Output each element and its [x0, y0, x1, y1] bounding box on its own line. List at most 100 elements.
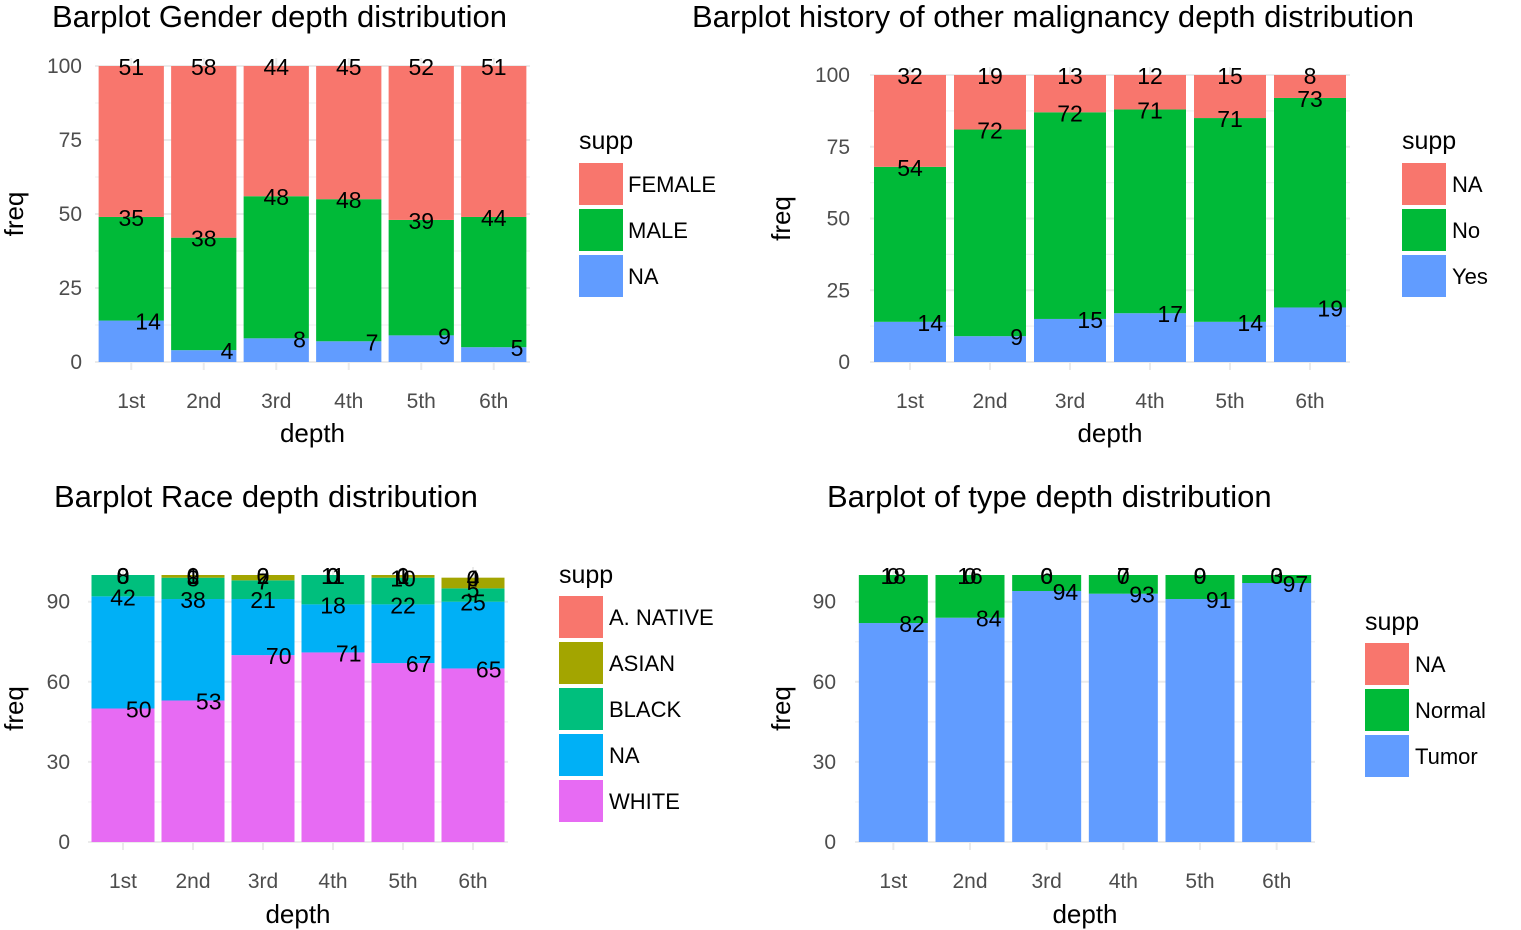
chart-panel-4: Barplot of type depth distribution030609… [766, 479, 1486, 929]
legend-key [579, 163, 623, 205]
bar-value-label: 9 [1194, 563, 1207, 589]
bar-value-label: 21 [250, 587, 276, 613]
bar-value-label: 94 [1053, 579, 1079, 605]
bar-value-label: 19 [1317, 295, 1343, 321]
bar-segment [91, 575, 155, 597]
y-tick-label: 75 [59, 129, 82, 152]
y-axis-title: freq [0, 686, 29, 731]
bar-segment [874, 166, 946, 322]
legend-label: FEMALE [628, 172, 716, 197]
bar-segment [1274, 75, 1346, 98]
bar-segment [858, 575, 928, 624]
bar-value-label: 22 [390, 592, 416, 618]
bar-value-label: 14 [917, 310, 943, 336]
bar-segment [1088, 593, 1158, 842]
chart-title: Barplot Race depth distribution [54, 479, 478, 514]
x-tick-label: 4th [334, 390, 363, 413]
bar-segment [231, 655, 295, 842]
bar-value-label: 38 [180, 587, 206, 613]
bar-segment [441, 601, 505, 669]
legend-key [579, 209, 623, 251]
bar-segment [98, 66, 164, 217]
y-tick-label: 25 [59, 277, 82, 300]
bar-value-label: 8 [187, 566, 200, 592]
y-tick-label: 75 [827, 136, 850, 159]
y-tick-label: 100 [815, 64, 850, 87]
x-tick-label: 5th [388, 870, 417, 893]
bar-value-label: 7 [366, 329, 379, 355]
bar-segment [161, 575, 225, 578]
bar-value-label: 0 [1117, 563, 1130, 589]
chart-panel-3: Barplot Race depth distribution 0 30 60 90 fr… [0, 479, 714, 929]
legend-label: BLACK [609, 697, 681, 722]
bar-value-label: 0 [397, 563, 410, 589]
bar-value-label: 7 [257, 568, 270, 594]
bar-segment [954, 75, 1026, 130]
bar-segment [91, 596, 155, 709]
bar-segment [171, 350, 237, 362]
x-axis-title: depth [280, 418, 345, 448]
bar-value-label: 54 [897, 155, 923, 181]
bar-value-label: 0 [327, 563, 340, 589]
legend-key [1402, 209, 1446, 251]
bar-value-label: 3 [1270, 563, 1283, 589]
bar-value-label: 2 [257, 563, 270, 589]
bar-value-label: 1 [397, 563, 410, 589]
legend-key [1365, 735, 1409, 777]
bar-segment [388, 66, 454, 220]
y-tick-label: 0 [58, 831, 70, 854]
bar-value-label: 8 [293, 326, 306, 352]
bar-value-label: 0 [964, 563, 977, 589]
bar-value-label: 42 [110, 584, 136, 610]
bar-value-label: 48 [336, 187, 362, 213]
bar-segment [935, 575, 1005, 618]
legend-label: Normal [1415, 698, 1486, 723]
bar-value-label: 9 [438, 323, 451, 349]
bar-segment [1012, 575, 1082, 592]
x-tick-label: 4th [1109, 870, 1138, 893]
bar-segment [461, 216, 527, 348]
x-axis-title: depth [1052, 899, 1117, 929]
legend-label: MALE [628, 218, 688, 243]
bar-segment [1194, 321, 1266, 362]
y-axis-title: freq [0, 192, 29, 237]
legend-key [559, 688, 603, 730]
legend-title: supp [1365, 608, 1419, 636]
bar-segment [1274, 307, 1346, 362]
y-tick-label: 25 [827, 279, 850, 302]
x-tick-label: 6th [458, 870, 487, 893]
bar-value-label: 72 [1057, 100, 1083, 126]
bar-segment [171, 237, 237, 351]
bar-segment [371, 577, 435, 605]
bar-value-label: 14 [135, 309, 161, 335]
bar-value-label: 51 [118, 54, 144, 80]
bar-value-label: 0 [1194, 563, 1207, 589]
x-tick-label: 1st [896, 390, 924, 413]
legend-key [1365, 689, 1409, 731]
legend-label: WHITE [609, 789, 680, 814]
x-axis-title: depth [265, 899, 330, 929]
x-tick-label: 3rd [261, 390, 291, 413]
chart-title: Barplot history of other malignancy dept… [692, 0, 1414, 34]
bar-segment [1165, 599, 1235, 842]
bar-value-label: 12 [1137, 63, 1163, 89]
bar-value-label: 0 [117, 563, 130, 589]
y-tick-label: 90 [47, 591, 70, 614]
bar-segment [1165, 575, 1235, 600]
bar-value-label: 39 [408, 208, 434, 234]
bar-value-label: 19 [977, 63, 1003, 89]
bar-segment [954, 336, 1026, 362]
bar-value-label: 0 [887, 563, 900, 589]
bar-segment [316, 341, 382, 362]
legend-key [559, 642, 603, 684]
bar-segment [316, 199, 382, 342]
bar-segment [1274, 97, 1346, 308]
bar-segment [1012, 591, 1082, 842]
bar-value-label: 97 [1283, 571, 1309, 597]
legend-key [559, 596, 603, 638]
bar-value-label: 0 [1040, 563, 1053, 589]
x-tick-label: 2nd [175, 870, 210, 893]
bar-segment [441, 668, 505, 842]
bar-segment [441, 577, 505, 589]
